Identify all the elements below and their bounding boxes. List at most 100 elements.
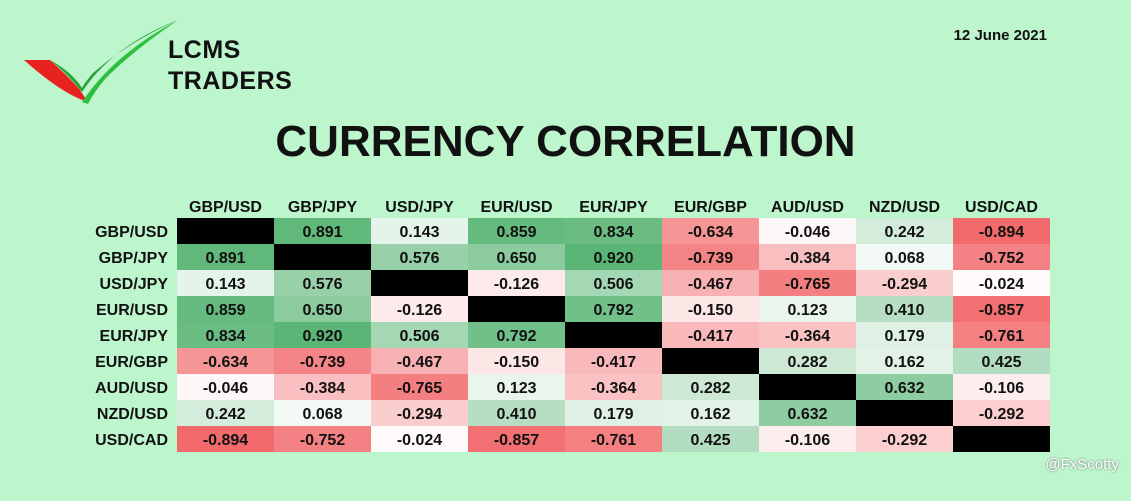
logo-checkmark-icon (24, 20, 178, 104)
heatmap-cell (759, 400, 856, 426)
cell-value-label: -0.294 (882, 276, 927, 293)
heatmap-cell (662, 374, 759, 400)
cell-value-label: -0.126 (397, 302, 442, 319)
diagonal-cell (759, 374, 856, 400)
brand-name-line1: LCMS (168, 36, 241, 64)
heatmap-cell (274, 296, 371, 322)
cell-value-label: -0.857 (494, 432, 539, 449)
cell-value-label: -0.752 (979, 250, 1024, 267)
cell-value-label: -0.046 (785, 224, 830, 241)
cell-value-label: -0.292 (882, 432, 927, 449)
heatmap-cell (662, 322, 759, 348)
cell-value-label: 0.576 (399, 250, 439, 267)
cell-value-label: 0.920 (593, 250, 633, 267)
heatmap-cell (274, 270, 371, 296)
cell-value-label: -0.467 (688, 276, 733, 293)
cell-value-label: 0.410 (496, 406, 536, 423)
cell-value-label: 0.834 (205, 328, 245, 345)
cell-value-label: 0.425 (981, 354, 1021, 371)
cell-value-label: 0.123 (496, 380, 536, 397)
heatmap-cell (468, 348, 565, 374)
cell-value-label: -0.024 (397, 432, 442, 449)
row-header-nzd-usd: NZD/USD (97, 406, 168, 423)
column-header-usd-cad: USD/CAD (965, 199, 1038, 216)
cell-value-label: 0.792 (496, 328, 536, 345)
heatmap-cell (177, 322, 274, 348)
cell-value-label: -0.634 (688, 224, 733, 241)
heatmap-cell (759, 296, 856, 322)
cell-value-label: -0.765 (785, 276, 830, 293)
cell-value-label: 0.242 (205, 406, 245, 423)
cell-value-label: 0.792 (593, 302, 633, 319)
heatmap-cell (468, 374, 565, 400)
heatmap-cell (759, 218, 856, 244)
heatmap-cell (662, 244, 759, 270)
cell-value-label: 0.282 (690, 380, 730, 397)
heatmap-cell (953, 322, 1050, 348)
heatmap-cell (662, 270, 759, 296)
heatmap-cell (856, 296, 953, 322)
heatmap-cell (371, 322, 468, 348)
column-header-eur-jpy: EUR/JPY (579, 199, 648, 216)
cell-value-label: 0.834 (593, 224, 633, 241)
heatmap-cell (565, 400, 662, 426)
heatmap-cell (274, 218, 371, 244)
diagonal-cell (274, 244, 371, 270)
cell-value-label: -0.106 (979, 380, 1024, 397)
cell-value-label: 0.859 (496, 224, 536, 241)
column-header-gbp-usd: GBP/USD (189, 199, 262, 216)
cell-value-label: 0.123 (787, 302, 827, 319)
cell-value-label: 0.068 (302, 406, 342, 423)
cell-value-label: -0.126 (494, 276, 539, 293)
heatmap-cell (177, 348, 274, 374)
cell-value-label: -0.739 (300, 354, 345, 371)
heatmap-cell (662, 296, 759, 322)
cell-value-label: -0.761 (979, 328, 1024, 345)
heatmap-cell (177, 374, 274, 400)
heatmap-cell (759, 322, 856, 348)
cell-value-label: -0.384 (785, 250, 830, 267)
column-header-gbp-jpy: GBP/JPY (288, 199, 358, 216)
cell-value-label: -0.634 (203, 354, 248, 371)
heatmap-cell (177, 426, 274, 452)
heatmap-cell (565, 270, 662, 296)
cell-value-label: 0.576 (302, 276, 342, 293)
cell-value-label: -0.150 (688, 302, 733, 319)
cell-value-label: -0.294 (397, 406, 442, 423)
cell-value-label: -0.364 (785, 328, 830, 345)
heatmap-cell (759, 348, 856, 374)
cell-value-label: -0.417 (688, 328, 733, 345)
row-header-aud-usd: AUD/USD (95, 380, 168, 397)
cell-value-label: 0.143 (205, 276, 245, 293)
heatmap-cell (274, 322, 371, 348)
cell-value-label: 0.632 (884, 380, 924, 397)
diagonal-cell (953, 426, 1050, 452)
row-header-eur-usd: EUR/USD (96, 302, 168, 319)
heatmap-cell (953, 400, 1050, 426)
heatmap-cell (371, 348, 468, 374)
cell-value-label: 0.891 (302, 224, 342, 241)
cell-value-label: -0.417 (591, 354, 636, 371)
heatmap-cell (953, 270, 1050, 296)
heatmap-cell (856, 244, 953, 270)
heatmap-cell (856, 348, 953, 374)
heatmap-cell (662, 218, 759, 244)
diagonal-cell (177, 218, 274, 244)
heatmap-cell (953, 244, 1050, 270)
cell-value-label: -0.364 (591, 380, 636, 397)
cell-value-label: 0.162 (690, 406, 730, 423)
heatmap-cell (856, 426, 953, 452)
heatmap-cell (468, 426, 565, 452)
heatmap-cell (274, 348, 371, 374)
row-header-gbp-jpy: GBP/JPY (99, 250, 169, 267)
cell-value-label: 0.179 (884, 328, 924, 345)
row-header-usd-jpy: USD/JPY (100, 276, 169, 293)
heatmap-cell (565, 426, 662, 452)
heatmap-cell (177, 270, 274, 296)
cell-value-label: 0.068 (884, 250, 924, 267)
row-header-usd-cad: USD/CAD (95, 432, 168, 449)
heatmap-cell (371, 374, 468, 400)
cell-value-label: 0.410 (884, 302, 924, 319)
cell-value-label: -0.467 (397, 354, 442, 371)
page-title: CURRENCY CORRELATION (275, 117, 856, 166)
